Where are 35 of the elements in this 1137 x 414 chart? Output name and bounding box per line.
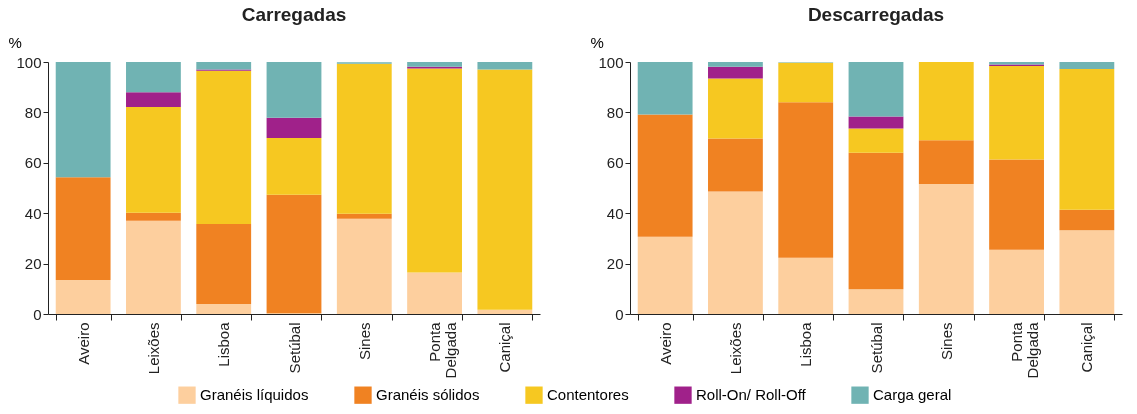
y-axis-title: % (8, 33, 22, 51)
x-tick-label: Leixões (726, 322, 744, 375)
y-tick-label: 40 (24, 204, 42, 222)
x-tick-label: Lisboa (797, 321, 815, 367)
y-tick-label: 20 (24, 255, 42, 273)
y-tick-label: 80 (606, 103, 624, 121)
x-tick-label: Lisboa (215, 321, 233, 367)
x-tick-label: Leixões (144, 322, 162, 375)
legend-label: Granéis líquidos (200, 386, 309, 404)
x-tick-label: Caniçal (496, 322, 514, 373)
legend-label: Roll-On/ Roll-Off (696, 386, 807, 404)
y-tick-label: 40 (606, 204, 624, 222)
x-tick-label: Ponta Delgada (1008, 321, 1042, 379)
y-tick-label: 100 (16, 53, 42, 71)
legend-label: Contentores (547, 386, 629, 404)
y-tick-label: 60 (606, 154, 624, 172)
chart-title: Carregadas (241, 4, 347, 25)
legend-label: Carga geral (873, 386, 952, 404)
y-tick-label: 0 (615, 305, 624, 323)
y-tick-label: 20 (606, 255, 624, 273)
y-tick-label: 80 (24, 103, 42, 121)
y-tick-label: 100 (598, 53, 624, 71)
x-tick-label: Sines (937, 322, 955, 361)
x-tick-label: Setúbal (285, 322, 303, 374)
x-tick-label: Setúbal (867, 322, 885, 374)
x-tick-label: Sines (355, 322, 373, 361)
x-tick-label: Aveiro (656, 322, 674, 365)
legend-label: Granéis sólidos (376, 386, 480, 404)
x-tick-label: Ponta Delgada (426, 321, 460, 379)
y-axis-title: % (590, 33, 604, 51)
x-tick-label: Aveiro (74, 322, 92, 365)
y-tick-label: 60 (24, 154, 42, 172)
x-tick-label: Caniçal (1078, 322, 1096, 373)
chart-title: Descarregadas (807, 4, 945, 25)
y-tick-label: 0 (33, 305, 42, 323)
